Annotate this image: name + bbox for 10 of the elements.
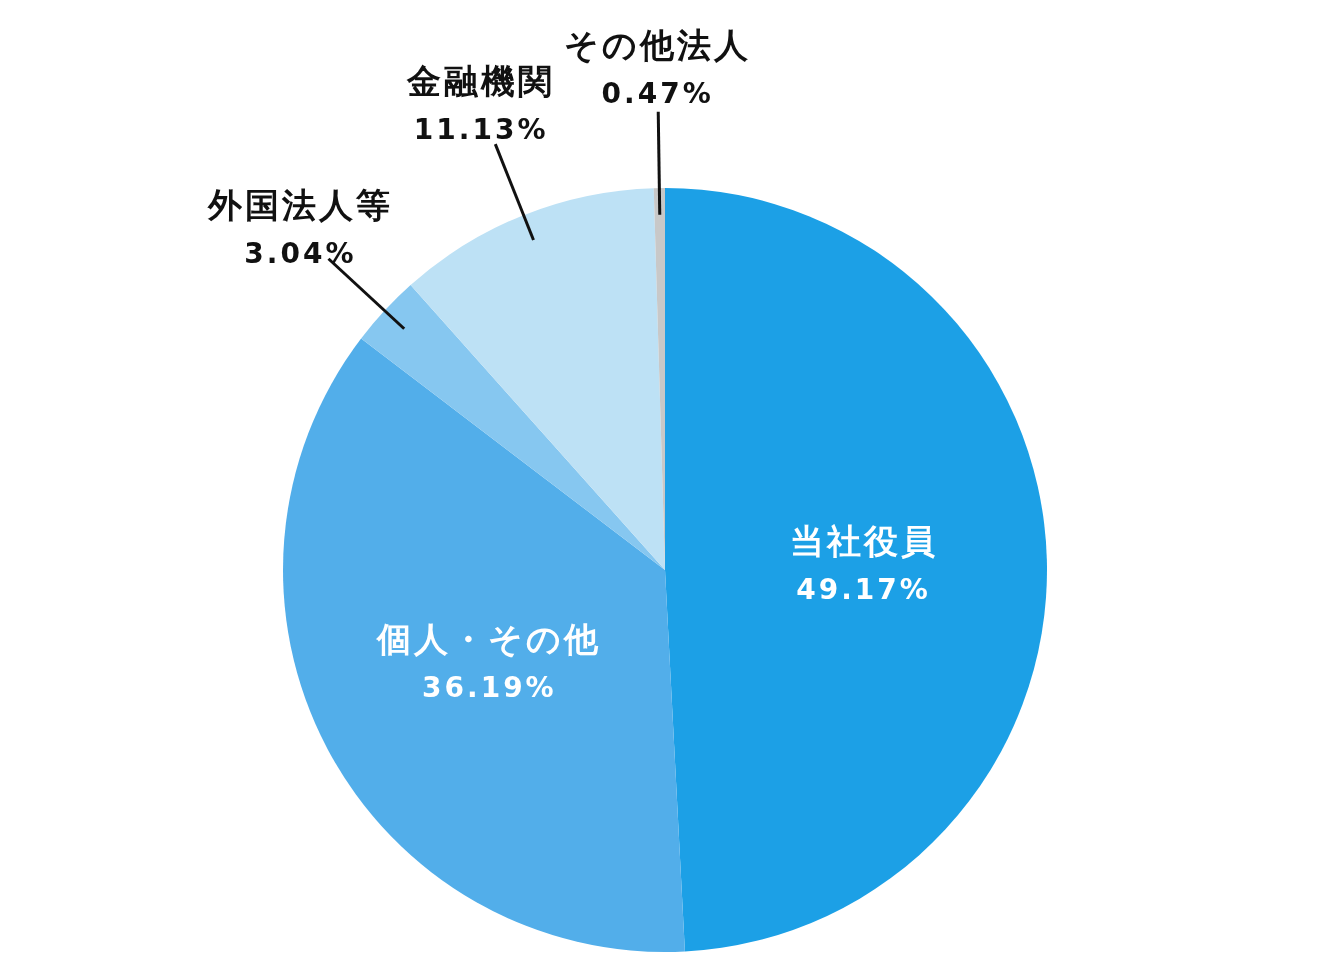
data-label: 49.17% (796, 572, 931, 606)
slice-label: 当社役員 (789, 520, 938, 561)
slice-label: 個人・その他 (376, 618, 602, 659)
data-label: 36.19% (422, 670, 557, 704)
data-label: 0.47% (601, 77, 714, 111)
data-label: 11.13% (413, 112, 549, 146)
slice-label: 金融機関 (406, 60, 556, 101)
data-label: 3.04% (244, 236, 357, 270)
slice-label: その他法人 (564, 25, 752, 66)
slice-label: 外国法人等 (206, 184, 393, 225)
